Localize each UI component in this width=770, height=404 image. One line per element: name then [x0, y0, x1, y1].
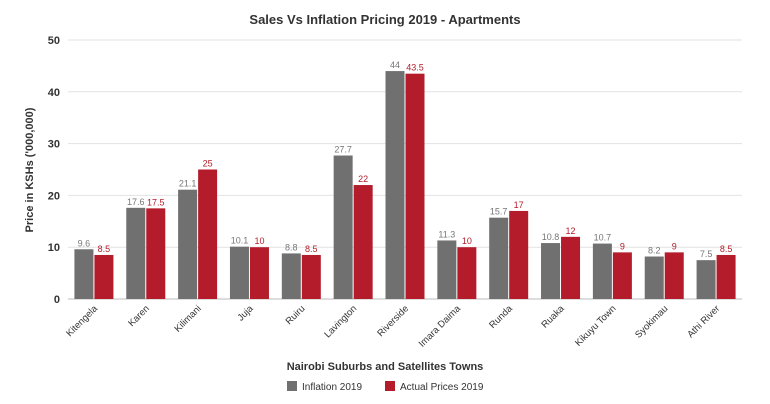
data-label: 17 — [514, 200, 524, 210]
bar-inflation — [437, 240, 457, 299]
legend-label: Actual Prices 2019 — [400, 382, 484, 393]
bar-actual — [405, 73, 425, 299]
data-label: 15.7 — [490, 207, 508, 217]
bar-actual — [664, 252, 684, 299]
bar-inflation — [696, 260, 716, 299]
x-tick-label: Juja — [235, 303, 256, 324]
bar-inflation — [178, 189, 198, 299]
bar-inflation — [385, 71, 405, 299]
y-tick-label: 10 — [48, 242, 60, 254]
x-tick-label: Kitengela — [64, 303, 100, 339]
y-tick-label: 0 — [54, 294, 60, 306]
bar-actual — [612, 252, 632, 299]
x-tick-label: Ruaka — [539, 303, 567, 331]
chart-title: Sales Vs Inflation Pricing 2019 - Apartm… — [249, 12, 520, 27]
y-tick-label: 30 — [48, 139, 60, 151]
data-label: 12 — [566, 226, 576, 236]
bar-actual — [198, 169, 218, 299]
data-label: 25 — [203, 159, 213, 169]
bar-actual — [301, 254, 321, 299]
bar-actual — [249, 247, 269, 299]
data-label: 43.5 — [406, 63, 424, 73]
bar-actual — [509, 210, 529, 299]
data-label: 10 — [254, 236, 264, 246]
data-label: 9 — [620, 241, 625, 251]
bar-inflation — [74, 249, 94, 299]
data-label: 11.3 — [438, 229, 455, 239]
legend-swatch — [385, 381, 395, 391]
bar-actual — [457, 247, 477, 299]
data-label: 10.1 — [231, 236, 249, 246]
data-label: 9 — [672, 241, 677, 251]
data-label: 10.7 — [594, 233, 612, 243]
bar-actual — [146, 208, 166, 299]
x-tick-label: Imara Daima — [417, 303, 464, 350]
data-label: 10 — [462, 236, 472, 246]
data-label: 8.2 — [648, 246, 661, 256]
y-axis-label: Price in KSHs ('000,000) — [24, 107, 36, 232]
data-label: 7.5 — [700, 249, 713, 259]
bar-inflation — [592, 243, 612, 299]
x-tick-label: Riverside — [375, 303, 411, 339]
data-label: 10.8 — [542, 232, 560, 242]
y-tick-label: 50 — [48, 35, 60, 47]
x-tick-label: Ruiru — [284, 303, 308, 327]
bar-actual — [94, 254, 114, 299]
x-tick-label: Athi River — [685, 303, 722, 340]
x-tick-label: Lavington — [322, 303, 359, 340]
data-label: 17.5 — [147, 197, 165, 207]
x-tick-label: Syokimau — [633, 303, 670, 340]
bar-inflation — [541, 243, 561, 299]
data-label: 17.6 — [127, 197, 145, 207]
x-tick-label: Kilimani — [172, 303, 203, 334]
bar-inflation — [229, 246, 249, 299]
legend-label: Inflation 2019 — [302, 382, 362, 393]
bar-inflation — [333, 155, 353, 299]
data-label: 8.5 — [98, 244, 111, 254]
data-label: 27.7 — [334, 145, 352, 155]
data-label: 8.8 — [285, 242, 298, 252]
y-tick-label: 40 — [48, 87, 60, 99]
data-label: 9.6 — [78, 238, 91, 248]
bar-actual — [353, 185, 373, 299]
x-tick-label: Runda — [487, 303, 515, 331]
legend-swatch — [287, 381, 297, 391]
x-tick-label: Kikuyu Town — [573, 303, 618, 348]
data-label: 8.5 — [720, 244, 733, 254]
bar-inflation — [281, 253, 301, 299]
bar-inflation — [126, 207, 146, 299]
data-label: 44 — [390, 60, 400, 70]
bar-inflation — [644, 256, 664, 299]
x-tick-label: Karen — [126, 303, 152, 329]
bar-actual — [561, 236, 581, 299]
bar-actual — [716, 254, 736, 299]
data-label: 22 — [358, 174, 368, 184]
x-axis-label: Nairobi Suburbs and Satellites Towns — [287, 361, 484, 373]
data-label: 21.1 — [179, 179, 197, 189]
y-tick-label: 20 — [48, 190, 60, 202]
data-label: 8.5 — [305, 244, 318, 254]
bar-inflation — [489, 217, 509, 299]
